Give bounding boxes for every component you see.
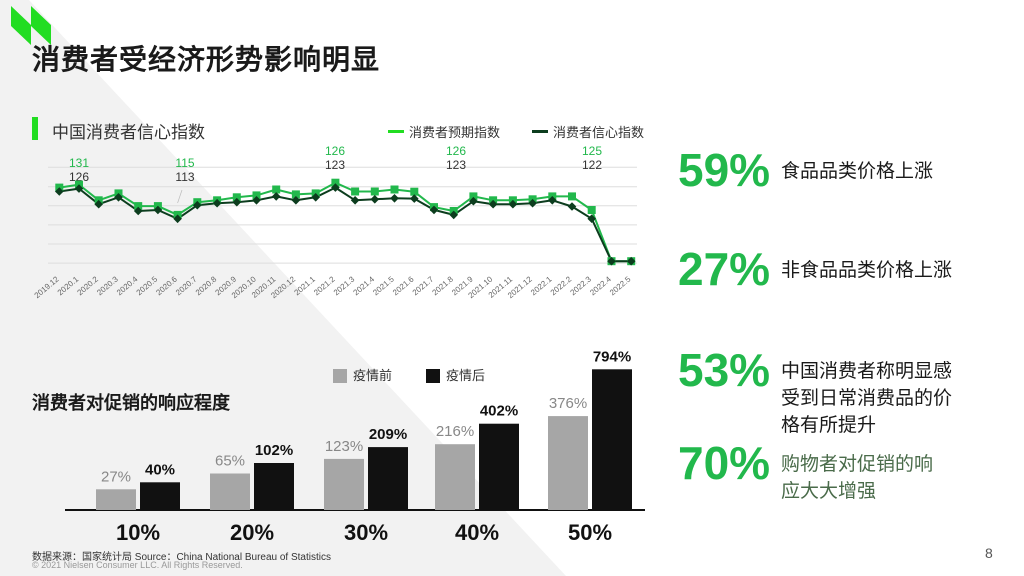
svg-text:40%: 40% [455, 520, 499, 545]
svg-text:216%: 216% [436, 423, 474, 440]
svg-text:27%: 27% [101, 468, 131, 485]
svg-text:794%: 794% [593, 348, 631, 365]
svg-text:376%: 376% [549, 395, 587, 412]
svg-text:402%: 402% [480, 403, 518, 420]
svg-text:40%: 40% [145, 461, 175, 478]
svg-text:65%: 65% [215, 453, 245, 470]
svg-text:30%: 30% [344, 520, 388, 545]
svg-text:209%: 209% [369, 426, 407, 443]
svg-text:20%: 20% [230, 520, 274, 545]
svg-text:50%: 50% [568, 520, 612, 545]
svg-text:102%: 102% [255, 442, 293, 459]
svg-text:123%: 123% [325, 438, 363, 455]
svg-text:10%: 10% [116, 520, 160, 545]
